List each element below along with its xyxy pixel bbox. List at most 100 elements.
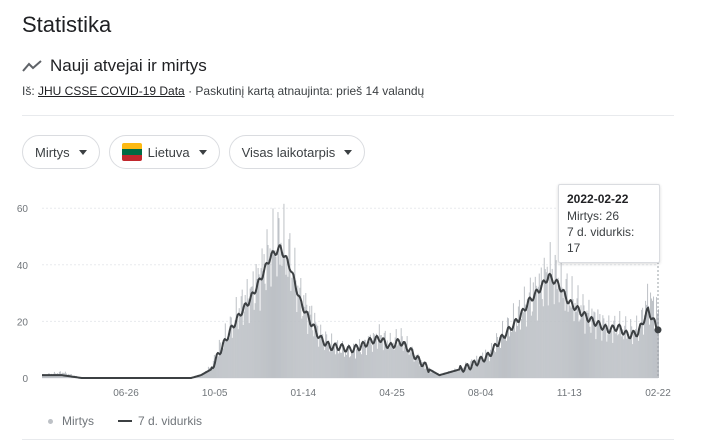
bar: [272, 208, 274, 378]
bar: [313, 336, 315, 378]
bar: [482, 352, 484, 378]
bar: [561, 287, 563, 378]
period-dropdown[interactable]: Visas laikotarpis: [228, 135, 366, 169]
bar: [622, 329, 624, 378]
bar: [292, 273, 294, 378]
country-dropdown[interactable]: Lietuva: [108, 135, 220, 169]
bar: [334, 347, 336, 378]
bar: [504, 334, 506, 378]
bar: [319, 334, 321, 378]
bar: [202, 372, 204, 378]
bar: [228, 338, 230, 378]
bar: [284, 255, 286, 378]
bar: [591, 308, 593, 378]
bar: [349, 357, 351, 378]
legend-line-label: 7 d. vidurkis: [138, 414, 203, 428]
bar: [403, 343, 405, 378]
bar: [537, 286, 539, 378]
bar: [489, 361, 491, 378]
bar: [565, 278, 567, 378]
bar: [322, 334, 324, 378]
bar: [533, 293, 535, 378]
bar: [215, 354, 217, 378]
bar: [638, 340, 640, 378]
bar: [513, 323, 515, 378]
bar: [639, 322, 641, 378]
bar: [457, 370, 459, 378]
bar: [209, 367, 211, 378]
bar: [443, 372, 445, 378]
bar: [289, 233, 291, 378]
bar: [42, 375, 43, 378]
bar: [291, 277, 293, 378]
bar: [230, 317, 232, 378]
y-tick-label: 20: [17, 317, 29, 328]
bar: [445, 373, 447, 378]
bars-group: [42, 203, 659, 378]
bar: [582, 294, 584, 378]
x-tick-label: 04-25: [379, 388, 405, 399]
bar: [551, 268, 553, 378]
bar: [293, 280, 295, 378]
bar: [494, 350, 496, 378]
bar: [472, 366, 474, 378]
bar: [314, 312, 316, 378]
bar: [400, 328, 402, 378]
bar: [337, 340, 339, 378]
bar: [203, 372, 205, 378]
bar: [475, 360, 477, 378]
y-tick-label: 40: [17, 261, 29, 272]
bar: [543, 257, 545, 378]
bar: [539, 285, 541, 378]
bar: [200, 376, 202, 378]
bar: [559, 290, 561, 378]
bar: [587, 312, 589, 378]
bar: [509, 326, 511, 378]
bar: [632, 344, 634, 378]
bar: [527, 300, 529, 378]
bar: [210, 366, 212, 378]
bar: [353, 347, 355, 378]
bar: [538, 273, 540, 378]
bar: [432, 369, 434, 378]
bar: [362, 344, 364, 378]
bar: [473, 363, 475, 378]
bar: [430, 372, 432, 378]
bar: [323, 342, 325, 378]
bar: [396, 345, 398, 378]
bar: [269, 248, 271, 378]
bar: [546, 266, 548, 378]
bar: [572, 299, 574, 378]
bar: [500, 347, 502, 378]
bar: [259, 310, 261, 378]
bar: [553, 304, 555, 378]
bar: [569, 305, 571, 378]
bar: [377, 341, 379, 378]
divider-bottom: [22, 439, 674, 440]
bar: [623, 339, 625, 378]
bar: [438, 374, 440, 378]
bar: [605, 322, 607, 378]
bar: [270, 286, 272, 378]
bar: [560, 253, 562, 378]
bar: [628, 334, 630, 378]
bar: [625, 316, 627, 378]
bar: [45, 374, 47, 378]
deaths-chart[interactable]: 0 20 40 60 06-26 10-05 01-14 04-25 08-04 11-13 02-…: [0, 190, 706, 406]
bar: [636, 315, 638, 378]
bar: [481, 356, 483, 378]
bar: [447, 373, 449, 378]
bar: [347, 348, 349, 378]
caret-down-icon: [78, 149, 87, 155]
bar: [382, 350, 384, 378]
bar: [316, 324, 318, 378]
metric-dropdown[interactable]: Mirtys: [22, 135, 100, 169]
bar: [216, 356, 218, 378]
source-link[interactable]: JHU CSSE COVID-19 Data: [38, 84, 185, 98]
bar: [567, 311, 569, 378]
bar: [344, 356, 346, 378]
bar: [526, 299, 528, 378]
bar: [499, 337, 501, 378]
bar: [300, 278, 302, 378]
bar: [563, 292, 565, 378]
